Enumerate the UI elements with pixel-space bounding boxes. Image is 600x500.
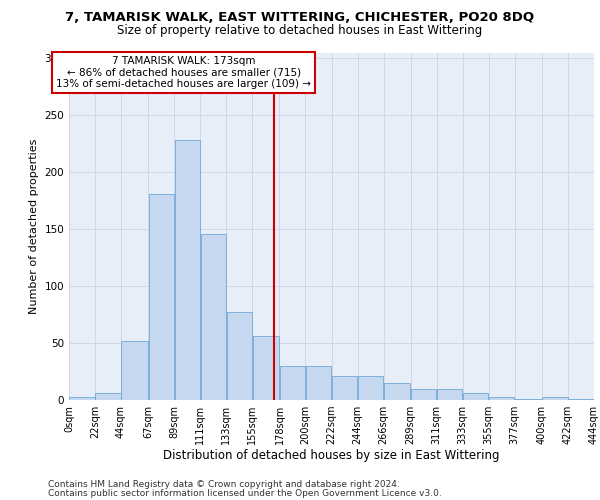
Bar — [542, 396, 568, 400]
Bar — [227, 312, 252, 400]
Text: 7 TAMARISK WALK: 173sqm
← 86% of detached houses are smaller (715)
13% of semi-d: 7 TAMARISK WALK: 173sqm ← 86% of detache… — [56, 56, 311, 89]
Bar — [95, 393, 121, 400]
Bar — [568, 399, 594, 400]
Bar — [411, 388, 436, 400]
X-axis label: Distribution of detached houses by size in East Wittering: Distribution of detached houses by size … — [163, 448, 500, 462]
Bar — [280, 366, 305, 400]
Bar — [358, 376, 383, 400]
Bar — [437, 388, 463, 400]
Bar — [200, 234, 226, 400]
Text: Contains public sector information licensed under the Open Government Licence v3: Contains public sector information licen… — [48, 488, 442, 498]
Bar — [384, 383, 410, 400]
Bar — [463, 393, 488, 400]
Text: Size of property relative to detached houses in East Wittering: Size of property relative to detached ho… — [118, 24, 482, 37]
Bar — [149, 194, 174, 400]
Bar — [515, 399, 542, 400]
Bar — [69, 396, 95, 400]
Bar — [253, 336, 279, 400]
Y-axis label: Number of detached properties: Number of detached properties — [29, 138, 39, 314]
Text: 7, TAMARISK WALK, EAST WITTERING, CHICHESTER, PO20 8DQ: 7, TAMARISK WALK, EAST WITTERING, CHICHE… — [65, 11, 535, 24]
Bar — [332, 376, 357, 400]
Text: Contains HM Land Registry data © Crown copyright and database right 2024.: Contains HM Land Registry data © Crown c… — [48, 480, 400, 489]
Bar — [175, 140, 200, 400]
Bar — [121, 341, 148, 400]
Bar — [489, 396, 514, 400]
Bar — [306, 366, 331, 400]
